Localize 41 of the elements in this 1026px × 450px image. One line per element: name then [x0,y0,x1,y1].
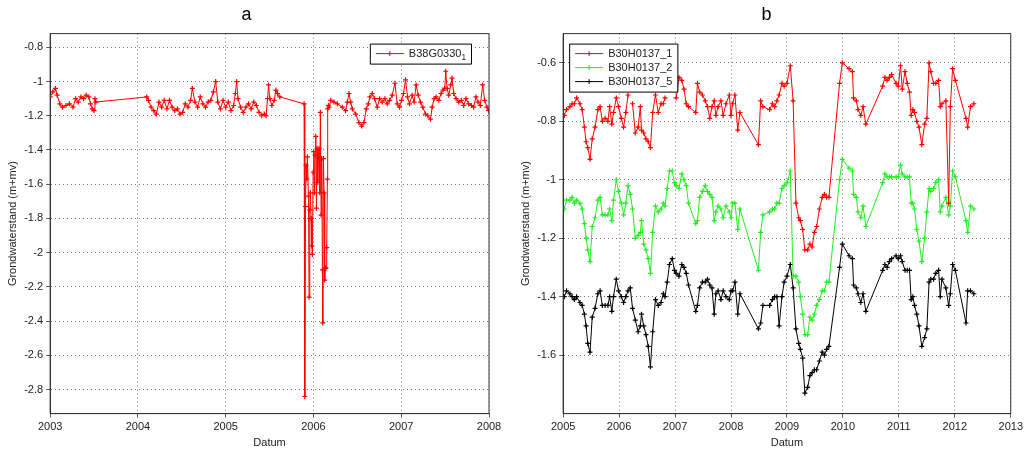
y-tick-label: -1.8 [24,211,44,224]
y-axis-title: Grondwaterstand (m+mv) [518,161,531,287]
y-tick-label: -1.6 [24,177,44,190]
y-tick-label: -1.4 [537,289,557,302]
y-tick-label: -0.8 [537,114,557,127]
x-tick-label: 2003 [37,420,63,433]
x-tick-label: 2007 [388,420,414,433]
y-tick-label: -1.4 [24,143,44,156]
x-axis-title: Datum [253,436,286,449]
y-tick-label: -2.2 [24,279,44,292]
y-tick-label: -1.6 [537,348,557,361]
x-tick-label: 2008 [476,420,502,433]
legend-label: B30H0137_2 [608,60,673,73]
legend-label: B30H0137_5 [608,74,673,87]
y-tick-label: -1.2 [537,231,557,244]
y-tick-label: -2.4 [24,314,44,327]
y-tick-label: -1.2 [24,108,44,121]
y-tick-label: -0.6 [537,55,557,68]
x-tick-label: 2012 [942,420,968,433]
x-tick-label: 2006 [301,420,326,433]
x-tick-label: 2011 [887,420,911,433]
x-tick-label: 2008 [718,420,744,433]
y-tick-label: -2.6 [24,348,44,361]
legend-label: B30H0137_1 [608,46,673,59]
x-tick-label: 2009 [774,420,800,433]
x-tick-label: 2006 [606,420,632,433]
y-tick-label: -1 [33,74,44,87]
x-tick-label: 2010 [830,420,856,433]
x-axis-title: Datum [770,436,804,449]
x-tick-label: 2005 [550,420,576,433]
chart-title: a [241,3,253,24]
x-tick-label: 2007 [662,420,688,433]
y-tick-label: -0.8 [24,40,44,53]
x-tick-label: 2004 [125,420,151,433]
x-tick-label: 2005 [213,420,238,433]
y-tick-label: -2 [33,245,44,258]
chart-title: b [761,3,772,24]
y-tick-label: -2.8 [24,382,44,395]
x-tick-label: 2013 [998,420,1024,433]
y-axis-title: Grondwaterstand (m+mv) [5,161,18,287]
y-tick-label: -1 [546,172,557,185]
